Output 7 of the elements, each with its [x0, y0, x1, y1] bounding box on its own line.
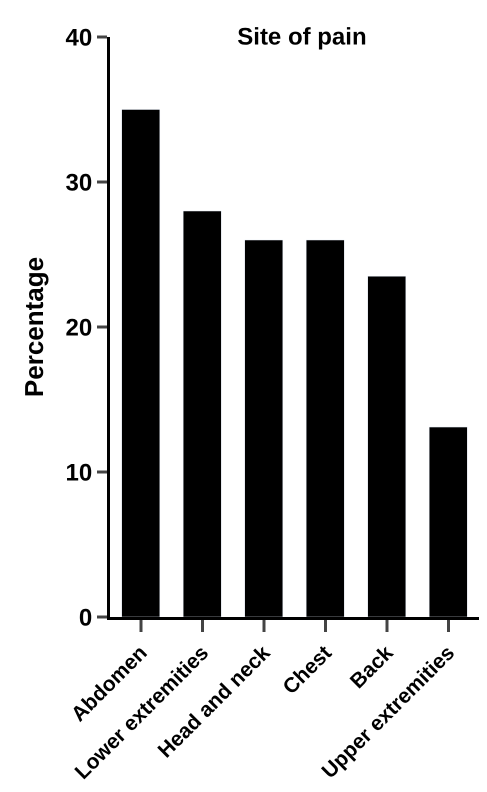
y-tick-label: 10 — [65, 459, 92, 486]
y-tick-label: 30 — [65, 169, 92, 196]
y-tick-label: 20 — [65, 314, 92, 342]
chart-title: Site of pain — [237, 24, 367, 51]
y-tick-label: 0 — [78, 604, 92, 632]
y-tick-label: 40 — [65, 24, 92, 52]
y-axis-title: Percentage — [18, 256, 49, 398]
